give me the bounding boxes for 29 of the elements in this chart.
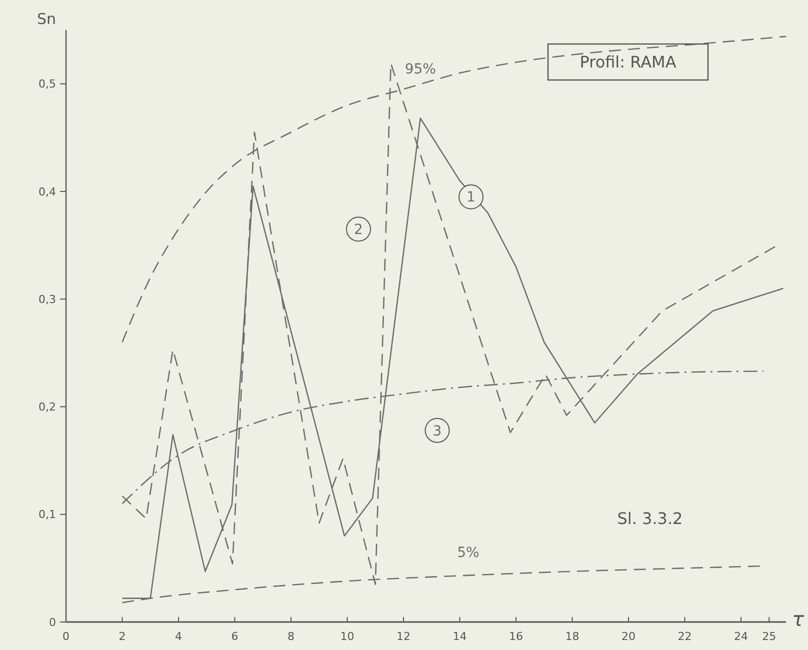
x-tick-label: 12 — [396, 630, 410, 643]
annotation: Profil: RAMA — [580, 52, 676, 72]
y-tick-label: 0 — [49, 616, 56, 629]
x-tick-label: 14 — [452, 630, 467, 643]
x-tick-label: 16 — [509, 630, 523, 643]
x-tick-label: 4 — [175, 630, 182, 643]
y-tick-label: 0,2 — [38, 400, 56, 414]
y-tick-label: 0,4 — [38, 185, 56, 198]
x-tick-label: 22 — [678, 630, 692, 643]
series-label: 2 — [354, 222, 363, 238]
x-tick-label: 6 — [231, 630, 238, 643]
series-label: 95% — [404, 62, 436, 78]
x-tick-label: 2 — [118, 630, 126, 643]
x-tick-label: 25 — [762, 630, 776, 643]
y-tick-label: 0,5 — [38, 78, 56, 91]
annotation: Sl. 3.3.2 — [617, 509, 683, 528]
x-tick-label: 8 — [288, 630, 294, 643]
text: 3 — [432, 423, 442, 440]
x-tick-label: 10 — [340, 630, 354, 643]
x-tick-label: 18 — [565, 630, 580, 643]
x-tick-label: 20 — [622, 630, 636, 643]
series-label: 1 — [466, 190, 476, 206]
x-axis-title: τ — [792, 607, 805, 631]
x-tick-label: 0 — [62, 630, 70, 643]
y-tick-label: 0,3 — [38, 292, 56, 306]
x-tick-label: 24 — [734, 630, 748, 643]
y-tick-label: 0,1 — [38, 508, 56, 522]
series-label: 5% — [457, 544, 480, 561]
y-axis-title: Sn — [36, 10, 56, 28]
